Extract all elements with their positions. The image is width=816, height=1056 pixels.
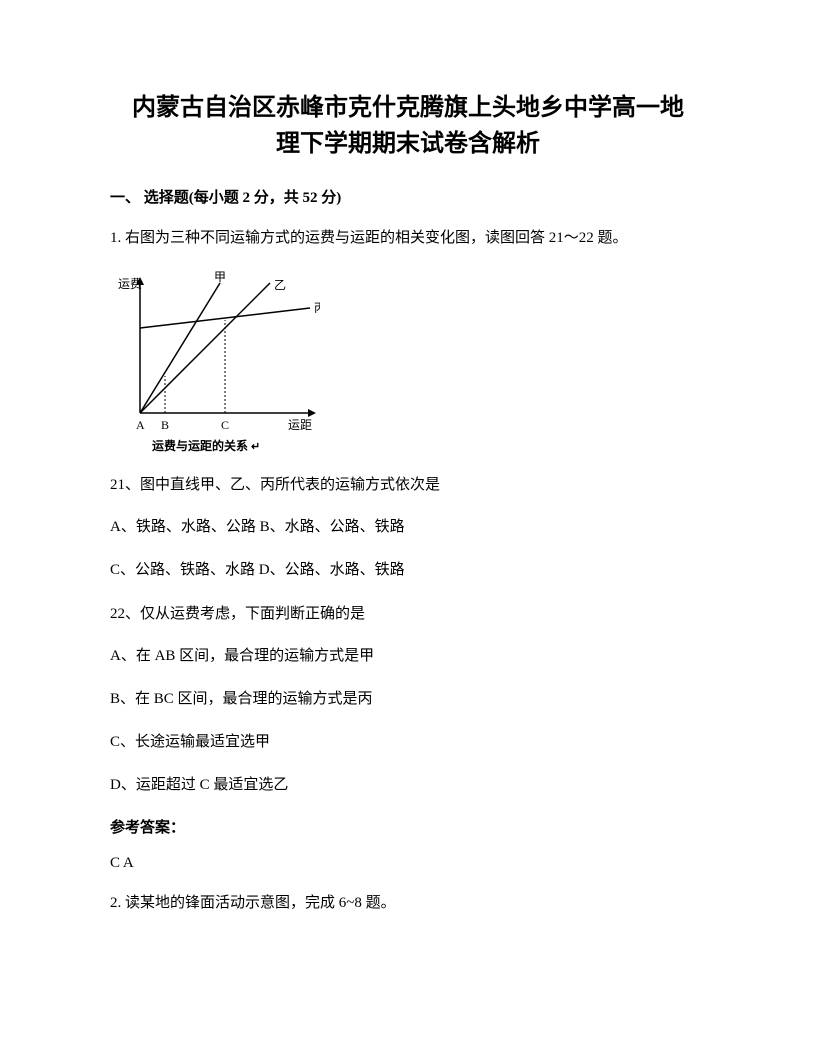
- chart-caption-symbol: ↵: [251, 441, 260, 453]
- answer-label: 参考答案：: [110, 816, 706, 837]
- svg-text:乙: 乙: [274, 278, 286, 292]
- section-header: 一、 选择题(每小题 2 分，共 52 分): [110, 186, 706, 207]
- chart-svg: 运费运距 甲乙丙 A B C: [110, 268, 320, 433]
- svg-text:甲: 甲: [214, 270, 226, 284]
- question-2-intro: 2. 读某地的锋面活动示意图，完成 6~8 题。: [110, 890, 706, 917]
- chart-caption-text: 运费与运距的关系: [152, 439, 248, 453]
- svg-text:丙: 丙: [314, 301, 320, 315]
- q22-option-a: A、在 AB 区间，最合理的运输方式是甲: [110, 644, 706, 665]
- q22-option-b: B、在 BC 区间，最合理的运输方式是丙: [110, 687, 706, 708]
- q22-option-d: D、运距超过 C 最适宜选乙: [110, 773, 706, 794]
- answer-text: C A: [110, 855, 706, 872]
- q21-options-ab: A、铁路、水路、公路 B、水路、公路、铁路: [110, 515, 706, 536]
- chart-caption: 运费与运距的关系↵: [152, 437, 706, 454]
- title-line-2: 理下学期期末试卷含解析: [110, 126, 706, 162]
- title-line-1: 内蒙古自治区赤峰市克什克腾旗上头地乡中学高一地: [110, 90, 706, 126]
- q21-options-cd: C、公路、铁路、水路 D、公路、水路、铁路: [110, 558, 706, 579]
- question-1-intro: 1. 右图为三种不同运输方式的运费与运距的相关变化图，读图回答 21～22 题。: [110, 225, 706, 252]
- svg-text:运距: 运距: [288, 418, 312, 432]
- svg-text:运费: 运费: [118, 277, 142, 291]
- svg-text:C: C: [221, 418, 229, 432]
- svg-text:A: A: [136, 418, 145, 432]
- question-21-text: 21、图中直线甲、乙、丙所代表的运输方式依次是: [110, 472, 706, 499]
- exam-title: 内蒙古自治区赤峰市克什克腾旗上头地乡中学高一地 理下学期期末试卷含解析: [110, 90, 706, 162]
- question-22-text: 22、仅从运费考虑，下面判断正确的是: [110, 601, 706, 628]
- svg-text:B: B: [161, 418, 169, 432]
- transport-cost-chart: 运费运距 甲乙丙 A B C 运费与运距的关系↵: [110, 268, 706, 454]
- q22-option-c: C、长途运输最适宜选甲: [110, 730, 706, 751]
